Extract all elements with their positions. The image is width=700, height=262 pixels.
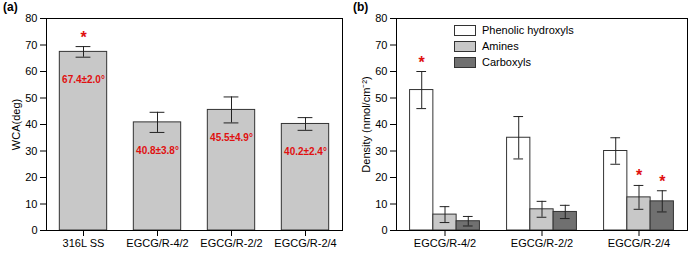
svg-text:*: * (636, 167, 643, 184)
svg-text:20: 20 (375, 171, 387, 183)
svg-text:60: 60 (375, 65, 387, 77)
svg-text:80: 80 (25, 12, 37, 24)
svg-text:0: 0 (381, 224, 387, 236)
svg-text:30: 30 (375, 145, 387, 157)
html-text:Phenolic hydroxyls: Phenolic hydroxyls (482, 24, 574, 36)
svg-text:EGCG/R-2/2: EGCG/R-2/2 (200, 237, 262, 249)
svg-text:*: * (80, 29, 87, 46)
svg-text:40: 40 (375, 118, 387, 130)
svg-text:EGCG/R-2/4: EGCG/R-2/4 (274, 237, 336, 249)
svg-text:EGCG/R-4/2: EGCG/R-4/2 (414, 237, 476, 249)
svg-text:67.4±2.0°: 67.4±2.0° (62, 74, 105, 85)
html-text:(b): (b) (353, 0, 369, 14)
svg-text:EGCG/R-2/2: EGCG/R-2/2 (511, 237, 573, 249)
svg-text:*: * (659, 173, 666, 190)
svg-text:20: 20 (25, 171, 37, 183)
svg-text:10: 10 (375, 198, 387, 210)
svg-text:80: 80 (375, 12, 387, 24)
svg-text:70: 70 (25, 39, 37, 51)
svg-text:10: 10 (25, 198, 37, 210)
svg-text:30: 30 (25, 145, 37, 157)
svg-text:50: 50 (375, 92, 387, 104)
svg-text:316L SS: 316L SS (63, 237, 105, 249)
svg-text:EGCG/R-2/4: EGCG/R-2/4 (608, 237, 670, 249)
svg-text:40: 40 (25, 118, 37, 130)
svg-text:60: 60 (25, 65, 37, 77)
html-text:(a): (a) (3, 0, 18, 14)
html-text:Carboxyls: Carboxyls (482, 56, 531, 68)
svg-text:Density (nmol/cm⁻²): Density (nmol/cm⁻²) (360, 76, 372, 172)
svg-text:50: 50 (25, 92, 37, 104)
svg-text:40.2±2.4°: 40.2±2.4° (284, 146, 327, 157)
svg-text:WCA(deg): WCA(deg) (10, 99, 22, 150)
svg-text:EGCG/R-4/2: EGCG/R-4/2 (126, 237, 188, 249)
svg-text:70: 70 (375, 39, 387, 51)
html-text:Amines: Amines (482, 40, 519, 52)
svg-text:40.8±3.8°: 40.8±3.8° (136, 145, 179, 156)
svg-text:*: * (419, 54, 426, 71)
svg-text:45.5±4.9°: 45.5±4.9° (210, 132, 253, 143)
svg-text:0: 0 (31, 224, 37, 236)
